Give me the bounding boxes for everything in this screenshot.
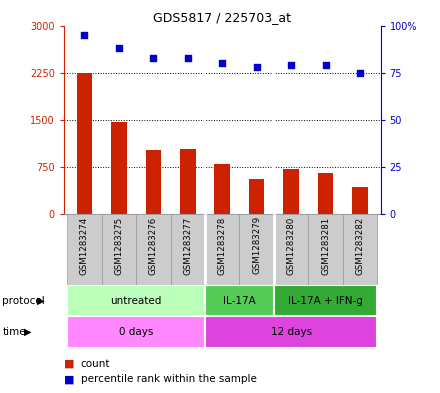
Bar <box>318 173 333 214</box>
Bar <box>249 179 264 214</box>
Text: GSM1283276: GSM1283276 <box>149 216 158 275</box>
Text: percentile rank within the sample: percentile rank within the sample <box>81 374 257 384</box>
Bar <box>67 285 205 316</box>
Point <box>184 55 191 61</box>
Bar <box>180 149 195 214</box>
Text: ■: ■ <box>64 374 74 384</box>
Text: protocol: protocol <box>2 296 45 306</box>
Bar <box>308 214 343 285</box>
Bar <box>343 214 377 285</box>
Bar <box>214 164 230 214</box>
Text: ▶: ▶ <box>37 296 44 306</box>
Text: GSM1283279: GSM1283279 <box>252 216 261 274</box>
Bar <box>205 214 239 285</box>
Text: 0 days: 0 days <box>119 327 153 337</box>
Text: GSM1283278: GSM1283278 <box>218 216 227 275</box>
Bar <box>136 214 171 285</box>
Point <box>253 64 260 70</box>
Point <box>322 62 329 68</box>
Point <box>356 70 363 76</box>
Text: IL-17A: IL-17A <box>223 296 256 306</box>
Text: ▶: ▶ <box>24 327 32 337</box>
Point <box>150 55 157 61</box>
Text: count: count <box>81 358 110 369</box>
Text: 12 days: 12 days <box>271 327 312 337</box>
Bar <box>67 316 205 348</box>
Bar <box>77 73 92 214</box>
Text: GSM1283275: GSM1283275 <box>114 216 123 275</box>
Bar <box>283 169 299 214</box>
Bar <box>205 285 274 316</box>
Text: GSM1283281: GSM1283281 <box>321 216 330 275</box>
Bar <box>274 214 308 285</box>
Text: GSM1283277: GSM1283277 <box>183 216 192 275</box>
Text: GSM1283280: GSM1283280 <box>286 216 296 275</box>
Text: GSM1283274: GSM1283274 <box>80 216 89 275</box>
Bar <box>239 214 274 285</box>
Text: time: time <box>2 327 26 337</box>
Bar <box>146 150 161 214</box>
Title: GDS5817 / 225703_at: GDS5817 / 225703_at <box>153 11 291 24</box>
Bar <box>352 187 368 214</box>
Bar <box>205 316 377 348</box>
Bar <box>171 214 205 285</box>
Text: GSM1283282: GSM1283282 <box>356 216 364 275</box>
Point <box>115 45 122 51</box>
Bar <box>111 122 127 214</box>
Text: ■: ■ <box>64 358 74 369</box>
Point <box>81 32 88 38</box>
Text: untreated: untreated <box>110 296 162 306</box>
Point <box>288 62 295 68</box>
Bar <box>67 214 102 285</box>
Bar <box>274 285 377 316</box>
Bar <box>102 214 136 285</box>
Point <box>219 60 226 66</box>
Text: IL-17A + IFN-g: IL-17A + IFN-g <box>288 296 363 306</box>
